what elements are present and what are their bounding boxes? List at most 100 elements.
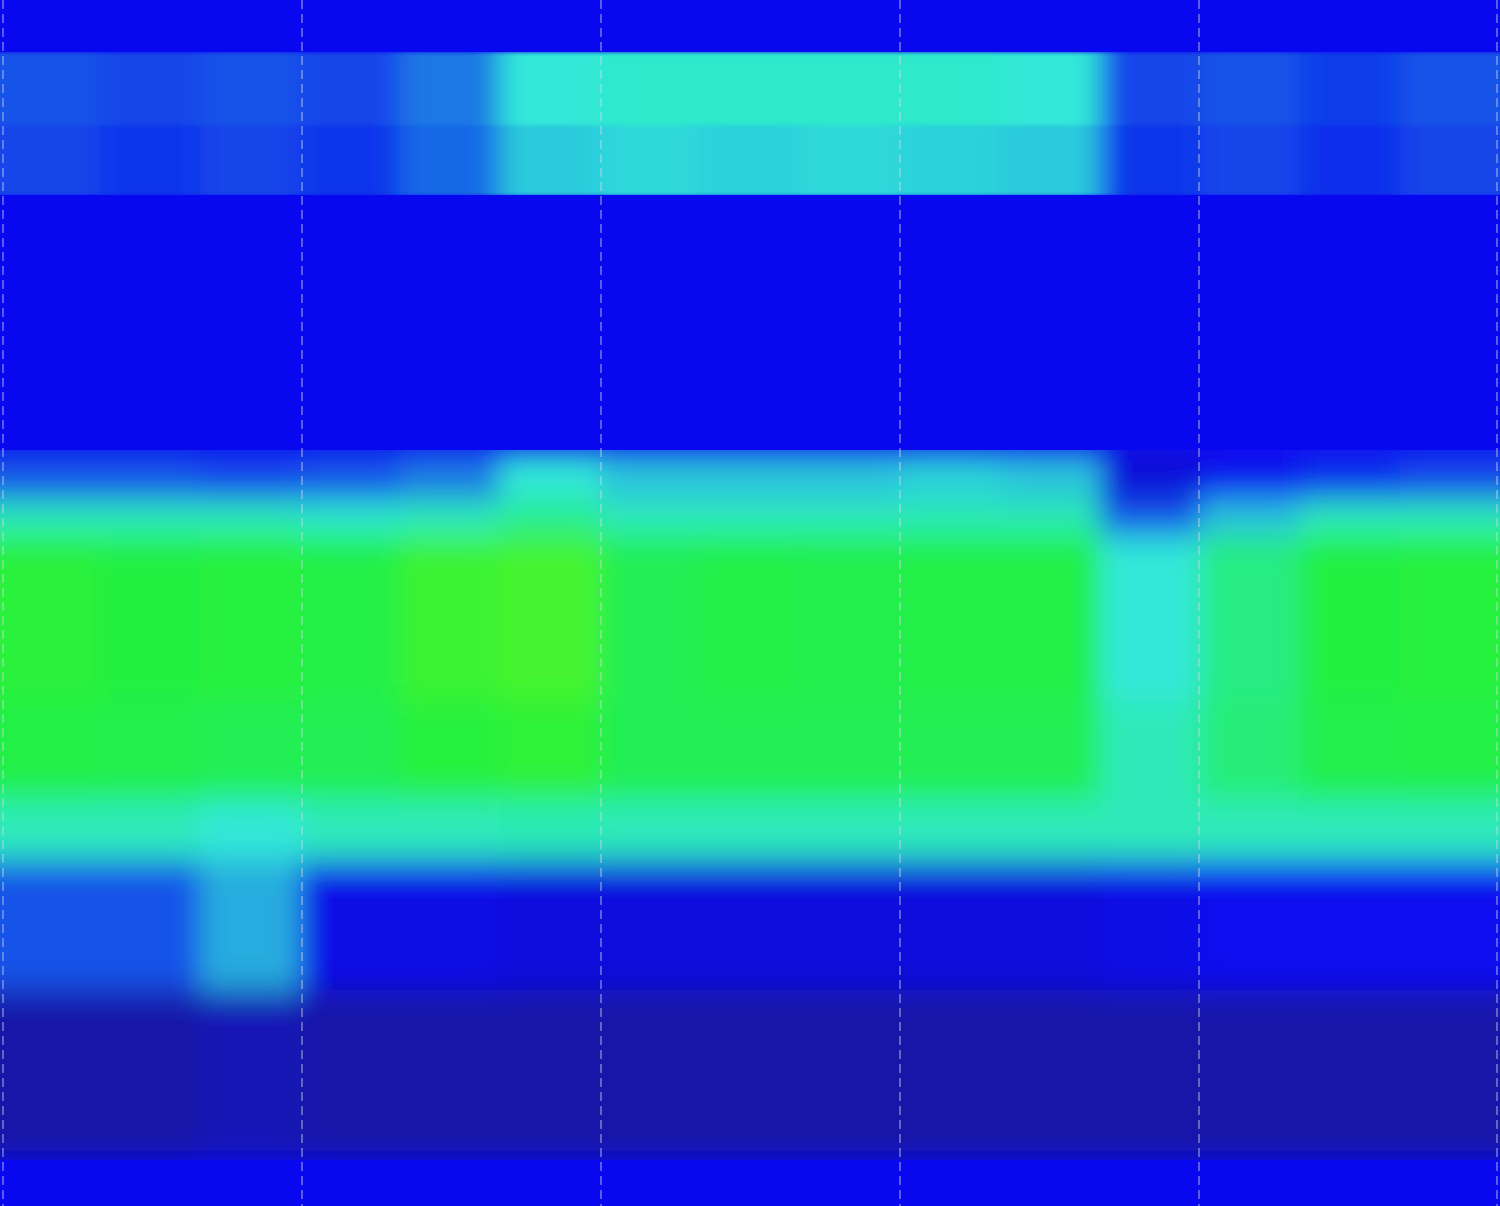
heatmap-cell [500,450,601,501]
heatmap-cell [800,125,901,196]
heatmap-cell [300,800,401,861]
heatmap-cell [800,500,901,536]
heatmap-cell [400,125,501,196]
heatmap-cell [700,700,801,801]
heatmap-cell [0,700,101,801]
heatmap-cell [900,700,1001,801]
heatmap-cell [1100,52,1201,126]
heatmap-cell [500,195,600,450]
heatmap-cell [400,700,501,801]
heatmap-cell [1000,125,1101,196]
heatmap-cell [600,990,701,1161]
heatmap-cell [200,860,301,991]
heatmap-cell [500,800,601,861]
heatmap-cell [300,500,401,536]
heatmap-cell [200,700,301,801]
heatmap-cell [600,450,701,501]
heatmap-cell [1100,500,1201,536]
heatmap-cell [1000,860,1101,991]
heatmap-cell [1400,860,1500,991]
heatmap-cell [200,535,301,701]
heatmap-cell [700,450,801,501]
heatmap-cell [1000,500,1101,536]
heatmap-cell [100,450,201,501]
heatmap-cell [1100,1160,1200,1206]
heatmap-cell [700,990,801,1161]
heatmap-cell [0,1160,100,1206]
heatmap-cell [900,125,1001,196]
heatmap-cell [700,535,801,701]
heatmap-cell [900,860,1001,991]
heatmap-cell [500,990,601,1161]
heatmap-cell [800,450,901,501]
heatmap-cell [900,52,1001,126]
heatmap-cell [1100,125,1201,196]
heatmap-cell [1000,700,1101,801]
heatmap-cell [1300,700,1401,801]
heatmap-cell [500,1160,600,1206]
heatmap-cell [900,1160,1000,1206]
heatmap-cell [1000,535,1101,701]
heatmap-cell [1300,52,1401,126]
heatmap-cell [200,800,301,861]
heatmap-cell [0,990,101,1161]
heatmap-cell [1300,1160,1400,1206]
heatmap-cell [1100,195,1200,450]
heatmap-cell [1300,860,1401,991]
heatmap-cell [800,800,901,861]
heatmap-cell [1200,500,1301,536]
heatmap-cell [0,125,101,196]
heatmap-cell [1300,500,1401,536]
heatmap-cell [1200,52,1301,126]
heatmap-cell [1000,52,1101,126]
heatmap-cell [1400,700,1500,801]
heatmap-cell [300,535,401,701]
heatmap-cell [700,52,801,126]
heatmap-cell [400,1160,500,1206]
heatmap-cell [1100,450,1201,501]
heatmap-cell [900,535,1001,701]
heatmap-cell [600,535,701,701]
heatmap-cell [1000,800,1101,861]
heatmap-cell [600,860,701,991]
heatmap-cell [1200,125,1301,196]
heatmap-cell [600,0,700,52]
heatmap-cell [0,450,101,501]
heatmap-cell [1000,990,1101,1161]
heatmap-cell [1200,990,1301,1161]
heatmap-cell [1400,195,1500,450]
heatmap-cell [400,0,500,52]
heatmap-cell [0,535,101,701]
heatmap-cell [100,195,200,450]
heatmap-cell [600,195,700,450]
heatmap-cell [800,1160,900,1206]
heatmap-cell [700,0,800,52]
heatmap-cell [1400,125,1500,196]
heatmap-cell [0,195,100,450]
heatmap-cell [300,700,401,801]
heatmap-cell [400,535,501,701]
heatmap-cell [0,52,101,126]
heatmap-cell [100,535,201,701]
heatmap-cell [1300,195,1400,450]
heatmap-cell [200,1160,300,1206]
heatmap-cell [1200,450,1301,501]
heatmap-cell [900,195,1000,450]
heatmap-cell [800,195,900,450]
heatmap-cell [400,990,501,1161]
heatmap-cell [0,800,101,861]
heatmap-cell [200,0,300,52]
heatmap-cell [200,990,301,1161]
heatmap-cell [1400,0,1500,52]
heatmap-cell [700,1160,800,1206]
heatmap-cell [500,52,601,126]
heatmap-cell [1100,860,1201,991]
heatmap-cell [900,450,1001,501]
heatmap-cell [1100,535,1201,701]
heatmap-cell [200,125,301,196]
heatmap-cell [700,195,800,450]
heatmap-cell [900,990,1001,1161]
heatmap-cell [900,500,1001,536]
heatmap-cell [400,860,501,991]
